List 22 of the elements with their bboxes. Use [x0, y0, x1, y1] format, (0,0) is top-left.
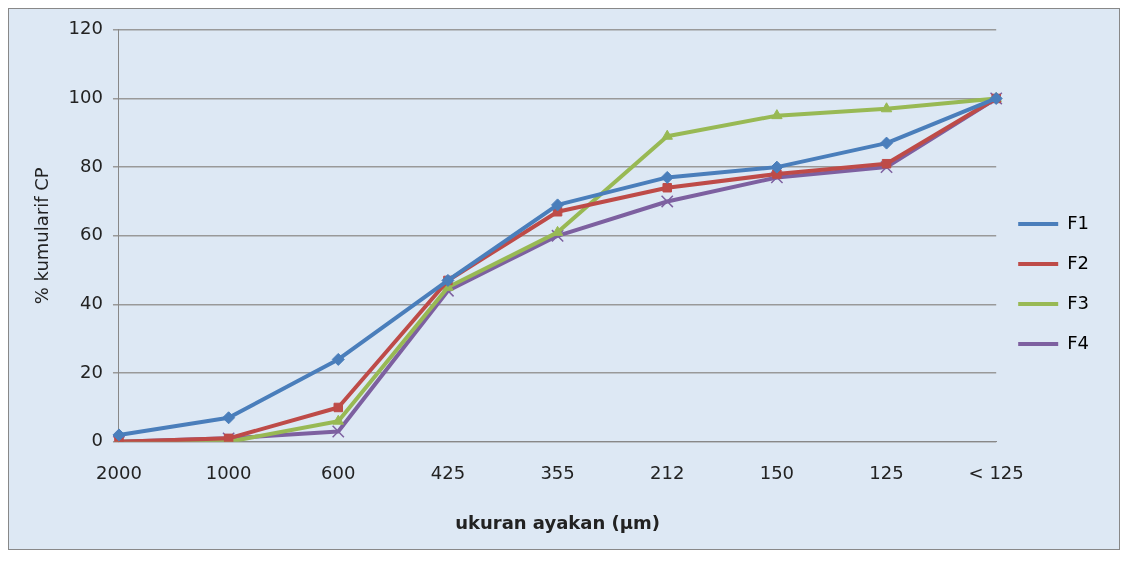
- y-axis-title: % kumularif CP: [31, 167, 53, 305]
- y-tick-label: 0: [91, 429, 103, 451]
- y-tick-label: 100: [68, 86, 103, 108]
- x-tick-label: 600: [321, 462, 356, 484]
- legend-label: F1: [1067, 211, 1090, 233]
- y-tick-label: 60: [80, 223, 103, 245]
- legend-label: F4: [1067, 331, 1090, 353]
- x-tick-label: 425: [430, 462, 466, 484]
- x-tick-label: 212: [650, 462, 685, 484]
- x-tick-label: 355: [540, 462, 575, 484]
- x-tick-label: 125: [869, 462, 904, 484]
- x-tick-label: 2000: [96, 462, 142, 484]
- x-tick-label: 150: [759, 462, 795, 484]
- y-tick-label: 120: [68, 17, 103, 39]
- legend-label: F2: [1067, 251, 1090, 273]
- legend-label: F3: [1067, 291, 1090, 313]
- y-tick-label: 80: [80, 154, 103, 176]
- y-tick-label: 20: [80, 360, 103, 382]
- x-axis-title: ukuran ayakan (µm): [455, 511, 660, 533]
- x-tick-label: 1000: [205, 462, 252, 484]
- x-tick-label: < 125: [968, 462, 1024, 484]
- y-tick-label: 40: [80, 292, 103, 314]
